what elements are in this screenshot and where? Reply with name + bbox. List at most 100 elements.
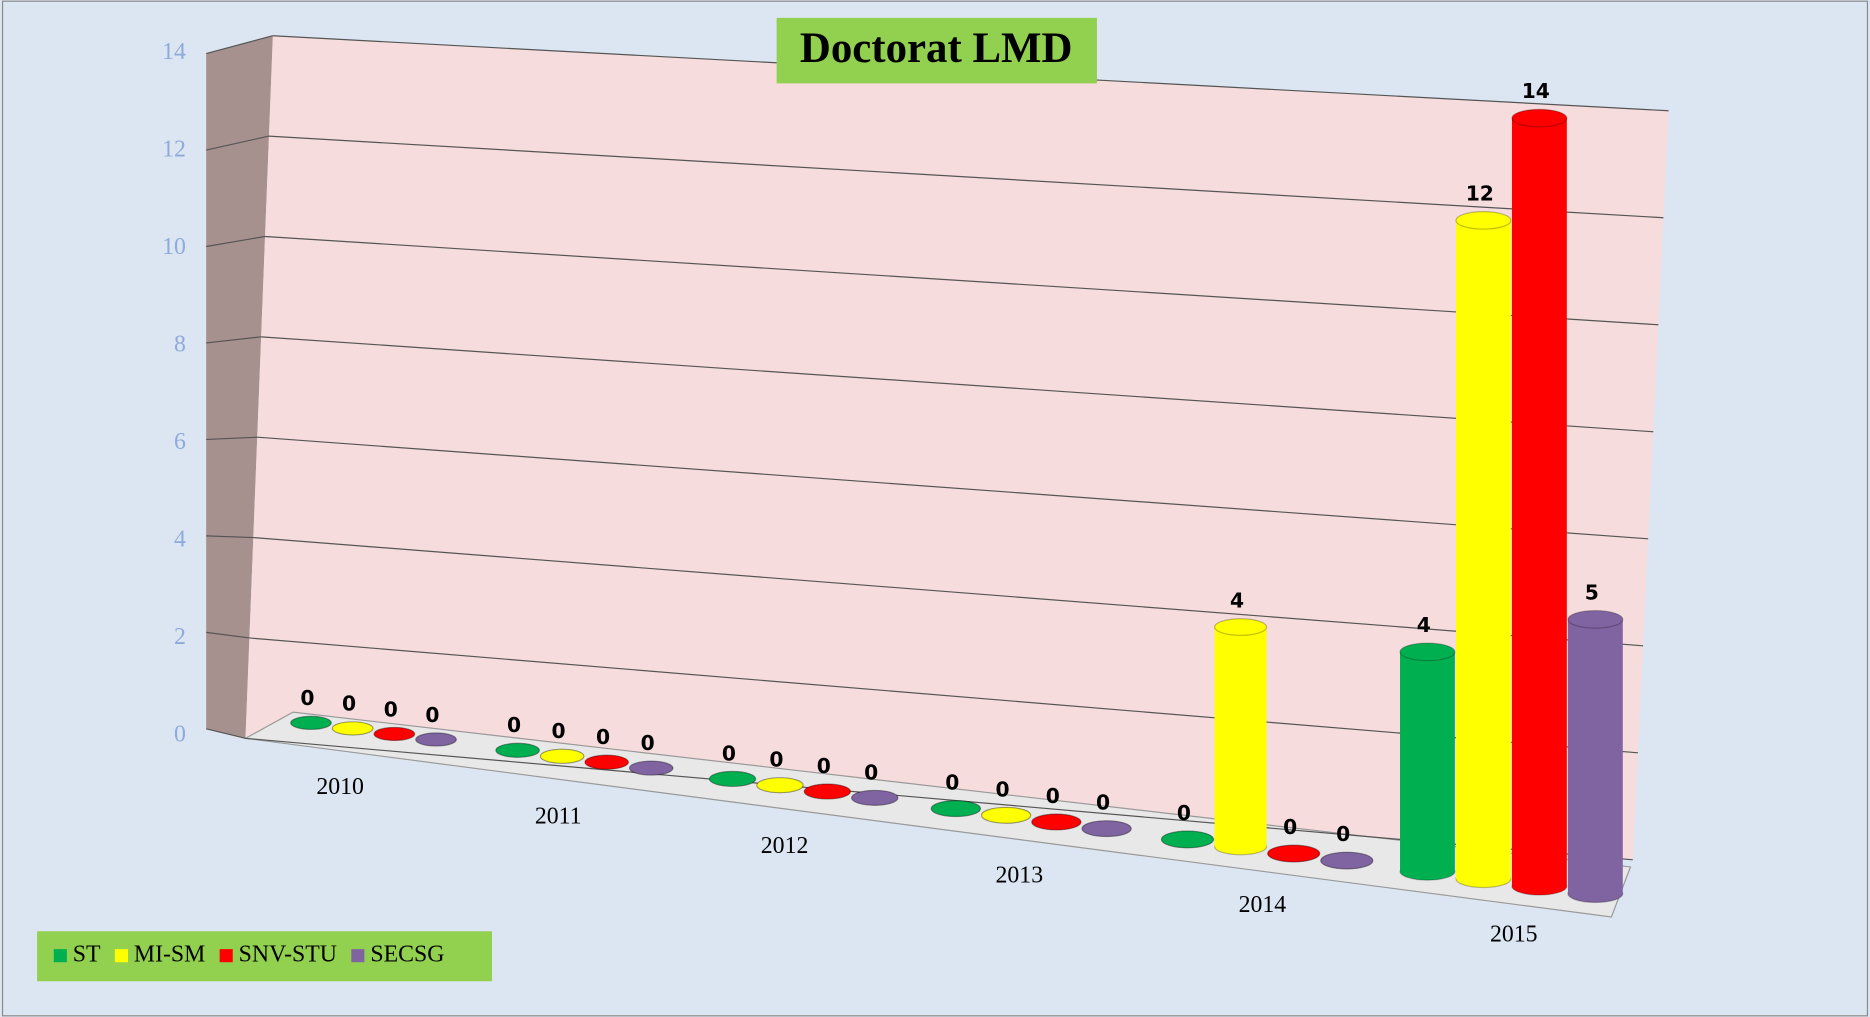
value-label: 0	[769, 748, 783, 772]
bar	[1320, 851, 1374, 870]
value-label: 0	[817, 754, 831, 778]
value-label: 0	[722, 741, 736, 765]
value-label: 0	[1046, 784, 1060, 808]
value-label: 0	[1283, 815, 1297, 839]
value-label: 4	[1417, 613, 1431, 637]
legend: ST MI-SM SNV-STU SECSG	[53, 942, 444, 968]
bar-shade	[1456, 220, 1511, 879]
bar	[708, 770, 757, 787]
value-label: 0	[641, 731, 655, 755]
legend-swatch	[114, 949, 128, 963]
y-tick-label: 6	[174, 429, 186, 455]
x-tick-label: 2010	[316, 774, 364, 800]
value-label: 0	[507, 713, 521, 737]
bar-shade	[1400, 651, 1455, 872]
bar	[1455, 211, 1512, 889]
value-label: 0	[300, 686, 314, 710]
legend-label: ST	[73, 942, 101, 968]
bar	[628, 760, 674, 776]
bar	[1511, 108, 1568, 896]
y-tick-label: 8	[174, 332, 186, 358]
bar-top	[930, 800, 981, 818]
bar-top	[1031, 813, 1082, 831]
x-tick-label: 2012	[761, 833, 809, 859]
side-grid-line	[206, 336, 262, 344]
bar-top	[708, 770, 757, 787]
y-tick-label: 14	[162, 39, 186, 65]
legend-label: SNV-STU	[239, 942, 337, 968]
bar	[1567, 609, 1624, 904]
grid-line	[268, 135, 1664, 219]
side-grid-line	[206, 535, 254, 539]
bar-shade	[1214, 627, 1267, 847]
bar	[1399, 642, 1456, 881]
y-tick-label: 2	[174, 624, 186, 650]
bar	[980, 806, 1032, 824]
x-tick-label: 2011	[535, 803, 582, 829]
bar	[495, 742, 540, 758]
value-label: 0	[596, 725, 610, 749]
value-label: 0	[1336, 822, 1350, 846]
x-tick-label: 2014	[1239, 892, 1287, 918]
value-label: 0	[995, 777, 1009, 801]
value-label: 14	[1522, 79, 1550, 103]
bar	[1267, 844, 1321, 863]
value-label: 4	[1230, 589, 1244, 613]
bar	[331, 721, 374, 736]
grid-line	[265, 235, 1659, 326]
bar-shade	[1511, 118, 1567, 887]
bar	[373, 726, 416, 742]
side-grid-line	[206, 728, 246, 739]
y-tick-label: 4	[174, 526, 186, 552]
bar	[584, 754, 629, 770]
bar	[539, 748, 585, 764]
bar	[756, 777, 804, 794]
bar-top	[756, 777, 804, 794]
side-grid-line	[206, 35, 274, 55]
side-grid-line	[206, 436, 258, 441]
back-wall	[245, 35, 1669, 860]
bar-top	[290, 715, 332, 730]
bar-top	[495, 742, 540, 758]
bar	[930, 800, 981, 818]
x-tick-label: 2015	[1490, 921, 1538, 947]
bar	[1031, 813, 1082, 831]
value-label: 0	[552, 719, 566, 743]
legend-box	[37, 931, 492, 982]
side-grid-line	[206, 631, 250, 639]
side-wall	[206, 35, 273, 739]
bar-top	[415, 732, 457, 747]
bar-top	[373, 726, 416, 742]
grid-line	[261, 336, 1654, 433]
bar-top	[1399, 642, 1456, 662]
legend-swatch	[219, 949, 233, 963]
grid-line	[257, 436, 1649, 540]
value-label: 0	[1096, 791, 1110, 815]
y-tick-label: 0	[174, 721, 186, 747]
grid-line	[253, 536, 1644, 647]
bar-top	[980, 806, 1032, 824]
bar-top	[628, 760, 674, 776]
y-tick-label: 10	[162, 234, 186, 260]
value-label: 0	[342, 692, 356, 716]
value-label: 0	[864, 760, 878, 784]
bar-top	[851, 789, 899, 806]
y-tick-label: 12	[162, 137, 186, 163]
value-label: 0	[945, 771, 959, 795]
bar-top	[1320, 851, 1374, 870]
bar-top	[1081, 820, 1132, 838]
bar-top	[584, 754, 629, 770]
title-box	[776, 17, 1097, 84]
value-label: 0	[1177, 801, 1191, 825]
legend-swatch	[53, 949, 67, 963]
bar-top	[803, 783, 852, 800]
legend-label: MI-SM	[134, 942, 205, 968]
bar-top	[1267, 844, 1321, 863]
bar-top	[1455, 211, 1512, 230]
value-label: 0	[425, 703, 439, 727]
bar	[851, 789, 899, 806]
value-label: 12	[1466, 181, 1494, 205]
bar	[1160, 830, 1215, 849]
bars: 0 0 0 0 2010 0 0 0 0 2011 0 0 0 0 2012 0 0 0 0 2013 0 4 0 0 2014…	[290, 79, 1624, 947]
chart-title: Doctorat LMD	[800, 25, 1073, 72]
